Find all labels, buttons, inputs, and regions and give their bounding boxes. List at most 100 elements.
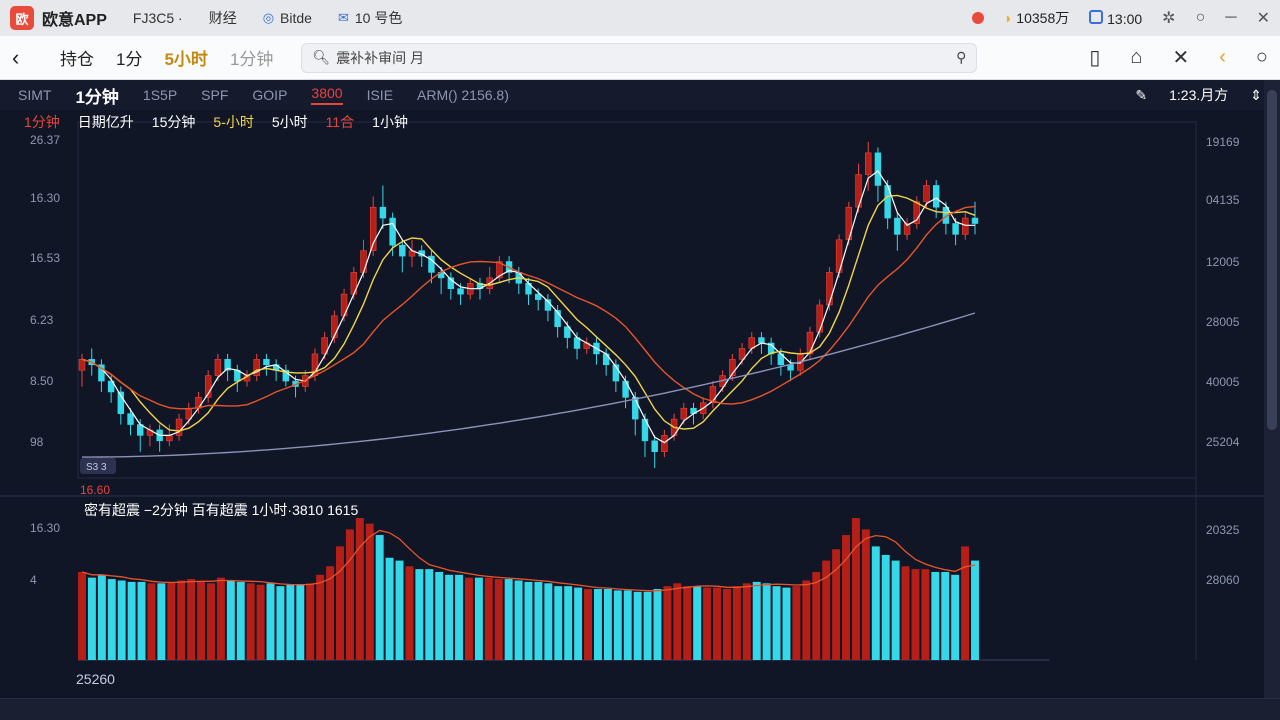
candle-body [952, 223, 959, 235]
volume-bar [593, 589, 602, 660]
chart-tab-5[interactable]: 3800 [311, 85, 343, 105]
price-axis-left-tick: 16.53 [30, 251, 60, 265]
back-icon[interactable]: ‹ [12, 44, 20, 70]
search-box[interactable]: 🔍︎ ⚲ [301, 42, 978, 73]
volume-bar [415, 569, 424, 660]
ma-line-orange [81, 205, 976, 410]
volume-bar [296, 584, 305, 660]
volume-bar [941, 571, 950, 660]
legend-item-0[interactable]: 1分钟 [24, 114, 60, 130]
mail-icon: ✉ [337, 10, 349, 25]
candle-body [214, 359, 222, 376]
volume-bar [732, 586, 741, 660]
volume-bar [197, 581, 206, 660]
volume-bar [683, 586, 692, 660]
circle-icon[interactable]: ○ [1255, 46, 1268, 68]
candle-body [331, 315, 338, 338]
volume-bar [276, 586, 285, 660]
tab-holdings[interactable]: 持仓 [60, 50, 94, 69]
candle-body [360, 250, 367, 273]
volume-bar [663, 586, 672, 660]
volume-axis-right-tick: 20325 [1206, 523, 1240, 537]
draw-tool-icon[interactable]: ✎ [1135, 86, 1148, 103]
chart-tab-1[interactable]: 1分钟 [75, 87, 119, 107]
record-icon [971, 12, 984, 24]
candle-body [554, 310, 561, 328]
volume-axis-right-tick: 28060 [1206, 573, 1240, 587]
candle-body [923, 185, 930, 203]
chart-area[interactable]: 26.37 16.30 16.53 6.23 8.50 98 19169 04135 12005… [0, 110, 1264, 698]
volume-bar [266, 583, 275, 660]
prev-icon[interactable]: ‹ [1219, 46, 1226, 68]
volume-bar [673, 583, 682, 660]
close-icon[interactable]: ✕ [1256, 10, 1270, 27]
candle-body [971, 217, 979, 224]
sys-item-3-label: Bitde [280, 10, 312, 26]
sys-item-4-label: 10 号色 [354, 10, 403, 26]
legend-item-1[interactable]: 日期亿升 [77, 114, 134, 130]
candle-body [651, 440, 658, 453]
minimize-icon[interactable]: ─ [1225, 9, 1237, 26]
chart-tab-0[interactable]: SIMT [18, 87, 52, 103]
volume-bar [901, 566, 910, 660]
volume-bar [951, 574, 960, 660]
legend-item-3[interactable]: 5-小时 [213, 114, 254, 130]
search-left-icon: 🔍︎ [312, 49, 331, 65]
chart-tab-4[interactable]: GOIP [252, 87, 288, 103]
candlestick-chart[interactable]: 26.37 16.30 16.53 6.23 8.50 98 19169 04135 12005… [0, 110, 1264, 698]
volume-bar [504, 579, 513, 660]
candle-body [263, 359, 270, 366]
search-input[interactable] [336, 49, 957, 66]
volume-bar [127, 581, 136, 660]
sys-item-1[interactable]: FJ3C5 · [133, 10, 183, 26]
app-logo-icon[interactable]: 欧 [10, 6, 34, 30]
tab-1minute[interactable]: 1分钟 [229, 50, 274, 69]
volume-bar [574, 587, 583, 660]
candle-body [806, 331, 814, 355]
volume-bar [713, 587, 721, 660]
price-axis-left-tick: 16.30 [30, 191, 60, 205]
volume-bar [871, 546, 880, 660]
legend-item-5[interactable]: 11合 [325, 114, 355, 130]
volume-bar [514, 580, 523, 660]
chart-tab-6[interactable]: ISIE [366, 87, 394, 103]
sys-item-3[interactable]: ◎ Bitde [263, 10, 312, 26]
battery-icon: ◗ [1003, 10, 1013, 26]
volume-axis-left-tick: 4 [30, 573, 37, 587]
legend-item-2[interactable]: 15分钟 [151, 114, 196, 130]
settings-icon[interactable]: ✲ [1162, 10, 1176, 27]
sys-item-2[interactable]: 财经 [209, 8, 237, 28]
sys-item-4[interactable]: ✉ 10 号色 [338, 8, 402, 28]
volume-bar [722, 589, 731, 660]
search-icon[interactable]: ○ [1195, 9, 1206, 26]
tab-5hour[interactable]: 5小时 [164, 45, 207, 70]
volume-bar [524, 581, 533, 660]
scrollbar-thumb[interactable] [1267, 90, 1277, 430]
volume-bar [117, 580, 126, 660]
volume-bar [256, 584, 265, 660]
volume-bar [891, 560, 900, 660]
chart-tab-3[interactable]: SPF [201, 87, 229, 103]
search-right-icon[interactable]: ⚲ [956, 49, 967, 65]
home-icon[interactable]: ⌂ [1130, 46, 1143, 68]
close-tab-icon[interactable]: ✕ [1172, 47, 1190, 69]
ma-line-gray [82, 312, 976, 458]
expand-icon[interactable]: ⇕ [1250, 86, 1262, 103]
volume-bar [623, 590, 632, 660]
corner-badge: S3 3 [86, 462, 107, 473]
split-view-icon[interactable]: ▯ [1089, 47, 1101, 69]
chart-tab-7[interactable]: ARM() 2156.8) [417, 87, 509, 103]
vertical-scrollbar[interactable] [1264, 80, 1280, 698]
legend-item-6[interactable]: 1小钟 [372, 114, 408, 130]
legend-item-4[interactable]: 5小时 [271, 114, 308, 130]
candle-body [389, 217, 396, 246]
price-axis-right-tick: 28005 [1206, 315, 1240, 329]
candle-body [816, 304, 823, 333]
candle-body [826, 272, 833, 306]
chart-tab-2[interactable]: 1S5P [142, 87, 178, 103]
volume-bar [286, 584, 295, 660]
tab-1min[interactable]: 1分 [116, 50, 143, 69]
price-axis-right-tick: 25204 [1206, 435, 1240, 449]
volume-bar [157, 583, 166, 660]
volume-bar [742, 583, 751, 660]
